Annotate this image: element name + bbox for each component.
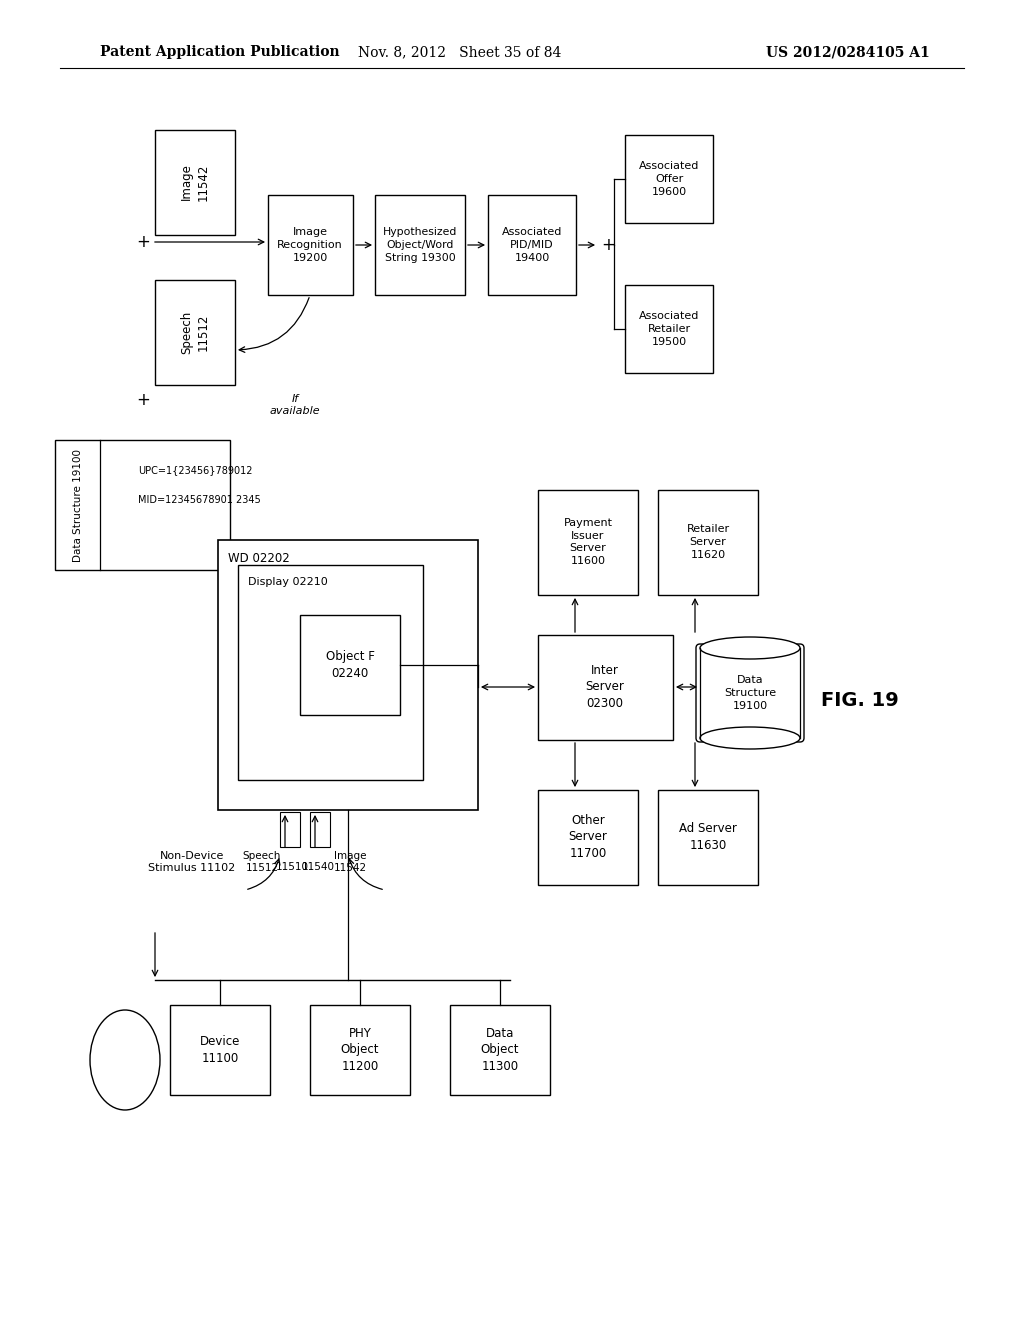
Bar: [55, 440, 230, 570]
Text: +: +: [136, 391, 150, 409]
Text: Speech
11512: Speech 11512: [180, 310, 210, 354]
Text: Retailer
Server
11620: Retailer Server 11620: [686, 524, 729, 560]
FancyBboxPatch shape: [696, 644, 804, 742]
Text: Associated
PID/MID
19400: Associated PID/MID 19400: [502, 227, 562, 263]
Text: Speech
11512: Speech 11512: [243, 850, 282, 874]
Text: Non-Device
Stimulus 11102: Non-Device Stimulus 11102: [148, 850, 236, 874]
Ellipse shape: [90, 1010, 160, 1110]
Text: Hypothesized
Object/Word
String 19300: Hypothesized Object/Word String 19300: [383, 227, 457, 263]
Text: Other
Server
11700: Other Server 11700: [568, 814, 607, 861]
Bar: [155, 280, 234, 385]
Text: US 2012/0284105 A1: US 2012/0284105 A1: [766, 45, 930, 59]
Bar: [488, 195, 575, 294]
Text: WD 02202: WD 02202: [228, 552, 290, 565]
Text: Image
11542: Image 11542: [180, 164, 210, 201]
Text: Image
Recognition
19200: Image Recognition 19200: [278, 227, 343, 263]
Bar: [625, 135, 713, 223]
Text: Data Structure 19100: Data Structure 19100: [73, 449, 83, 561]
Bar: [268, 195, 353, 294]
Bar: [300, 615, 400, 715]
Bar: [625, 285, 713, 374]
Text: Inter
Server
02300: Inter Server 02300: [586, 664, 625, 710]
Text: If
available: If available: [269, 393, 321, 416]
Ellipse shape: [700, 638, 800, 659]
Bar: [238, 565, 423, 780]
Text: PHY
Object
11200: PHY Object 11200: [341, 1027, 379, 1073]
Text: 11540: 11540: [301, 862, 335, 873]
Bar: [450, 1005, 550, 1096]
Text: Device
11100: Device 11100: [200, 1035, 241, 1065]
Bar: [310, 1005, 410, 1096]
Text: Display 02210: Display 02210: [248, 577, 328, 587]
Text: Data
Object
11300: Data Object 11300: [480, 1027, 519, 1073]
Bar: [538, 490, 638, 595]
Bar: [375, 195, 465, 294]
Text: Nov. 8, 2012   Sheet 35 of 84: Nov. 8, 2012 Sheet 35 of 84: [358, 45, 562, 59]
Bar: [155, 129, 234, 235]
Text: MID=12345678901 2345: MID=12345678901 2345: [138, 495, 261, 506]
Text: Object F
02240: Object F 02240: [326, 651, 375, 680]
Text: UPC=1{23456}789012: UPC=1{23456}789012: [138, 465, 253, 475]
Text: Data
Structure
19100: Data Structure 19100: [724, 676, 776, 710]
Bar: [658, 789, 758, 884]
Text: Patent Application Publication: Patent Application Publication: [100, 45, 340, 59]
Text: +: +: [601, 236, 615, 253]
Text: Payment
Issuer
Server
11600: Payment Issuer Server 11600: [563, 517, 612, 566]
Text: +: +: [136, 234, 150, 251]
Bar: [538, 789, 638, 884]
Text: 11510: 11510: [275, 862, 308, 873]
Text: Image
11542: Image 11542: [334, 850, 367, 874]
Text: Ad Server
11630: Ad Server 11630: [679, 822, 737, 851]
Bar: [218, 540, 478, 810]
Bar: [658, 490, 758, 595]
Bar: [170, 1005, 270, 1096]
Text: Associated
Retailer
19500: Associated Retailer 19500: [639, 312, 699, 347]
Text: Associated
Offer
19600: Associated Offer 19600: [639, 161, 699, 197]
Text: FIG. 19: FIG. 19: [821, 690, 899, 710]
Bar: [538, 635, 673, 741]
Ellipse shape: [700, 727, 800, 748]
Bar: [310, 812, 330, 847]
Bar: [280, 812, 300, 847]
